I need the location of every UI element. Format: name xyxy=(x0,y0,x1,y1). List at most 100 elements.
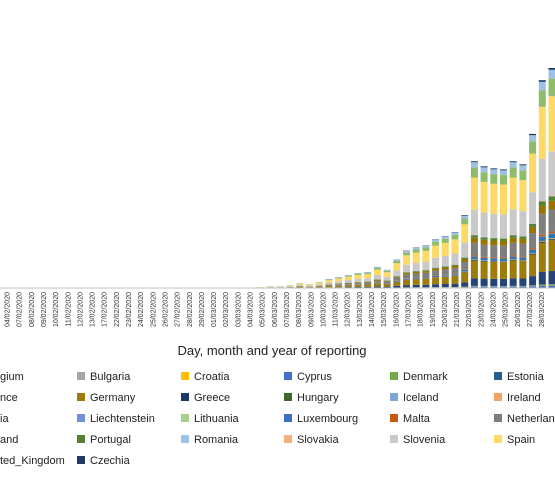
x-tick-label: 25/02/2020 xyxy=(150,292,157,327)
bar-segment-greece-53 xyxy=(519,260,527,262)
bar-segment-slovenia-56 xyxy=(548,151,555,196)
bar-segment-italy-41 xyxy=(403,278,410,280)
bar-segment-sweden-47 xyxy=(461,218,469,225)
legend-item: Portugal xyxy=(77,434,131,446)
legend-swatch xyxy=(390,435,398,443)
legend-label: Lithuania xyxy=(194,413,240,425)
bar-segment-slovenia-50 xyxy=(490,213,498,238)
bar-segment-spain-36 xyxy=(354,274,362,279)
bar-segment-belgium-48 xyxy=(470,286,478,288)
legend-label: and xyxy=(0,434,18,446)
bar-segment-norway-50 xyxy=(490,240,498,246)
bar-segment-portugal-40 xyxy=(393,276,401,277)
legend-label: Romania xyxy=(194,434,239,446)
bar-segment-netherlands-38 xyxy=(373,280,381,283)
legend-item: Cyprus xyxy=(284,371,332,383)
bar-segment-spain-43 xyxy=(422,250,430,262)
bar-segment-united_kingdom-55 xyxy=(538,81,546,91)
bar-segment-spain-42 xyxy=(412,252,420,263)
bar-segment-portugal-46 xyxy=(451,264,459,266)
bar-segment-italy-42 xyxy=(412,278,420,279)
bar-segment-netherlands-39 xyxy=(383,281,391,284)
legend-swatch xyxy=(181,414,189,422)
bar-segment-norway-43 xyxy=(422,271,430,273)
legend-item: Malta xyxy=(390,413,431,425)
bar-segment-france-44 xyxy=(432,284,440,288)
legend-label: Malta xyxy=(403,413,431,425)
legend-item: gium xyxy=(0,371,24,383)
bar-segment-portugal-42 xyxy=(412,271,420,272)
legend-item: Germany xyxy=(77,392,136,404)
bar-segment-italy-54 xyxy=(529,250,537,254)
x-tick-label: 24/03/2020 xyxy=(491,292,498,327)
bar-segment-norway-42 xyxy=(412,271,420,274)
bar-segment-malta-48 xyxy=(470,255,478,257)
bar-segment-sweden-52 xyxy=(509,167,517,178)
legend-item: Estonia xyxy=(494,371,545,383)
legend-label: Slovakia xyxy=(297,434,339,446)
bar-segment-ireland-55 xyxy=(538,240,546,242)
bar-segment-portugal-43 xyxy=(422,270,430,272)
bar-segment-united_kingdom-49 xyxy=(480,167,488,173)
bar-segment-france-35 xyxy=(344,287,352,288)
bar-segment-france-50 xyxy=(490,278,498,286)
bar-segment-germany-56 xyxy=(548,240,555,272)
bar-segment-netherlands-34 xyxy=(335,284,343,286)
bar-segment-sweden-46 xyxy=(451,234,459,240)
legend-label: Croatia xyxy=(194,371,230,383)
legend: gium Bulgaria Croatia Cyprus Denmark Estonia n… xyxy=(0,371,555,467)
bar-segment-czechia-56 xyxy=(548,68,555,70)
x-tick-label: 21/03/2020 xyxy=(454,292,461,327)
x-tick-label: 15/03/2020 xyxy=(381,292,388,327)
bar-segment-slovenia-37 xyxy=(364,278,372,282)
x-tick-label: 22/03/2020 xyxy=(466,292,473,327)
x-tick-label: 09/03/2020 xyxy=(308,292,315,327)
bar-segment-france-48 xyxy=(470,278,478,286)
legend-item: Croatia xyxy=(181,371,230,383)
x-tick-label: 11/03/2020 xyxy=(333,292,340,327)
bar-segment-france-54 xyxy=(529,276,537,286)
legend-item: ted_Kingdom xyxy=(0,455,65,467)
bar-segment-netherlands-50 xyxy=(490,245,498,258)
bar-segment-norway-40 xyxy=(393,276,401,278)
bar-segment-italy-43 xyxy=(422,277,430,279)
legend-item: Liechtenstein xyxy=(77,413,155,425)
bar-segment-norway-52 xyxy=(509,237,517,243)
bar-segment-germany-39 xyxy=(383,284,391,287)
legend-item: Luxembourg xyxy=(284,413,358,425)
bar-segment-malta-53 xyxy=(519,256,527,258)
bar-segment-germany-54 xyxy=(529,254,537,277)
bar-segment-france-46 xyxy=(451,283,459,288)
bar-segment-germany-47 xyxy=(461,272,469,283)
legend-swatch xyxy=(390,393,398,401)
legend-label: Germany xyxy=(90,392,136,404)
bar-segment-spain-52 xyxy=(509,177,517,210)
bar-segment-portugal-53 xyxy=(519,236,527,239)
bar-segment-czechia-48 xyxy=(470,161,478,163)
bar-segment-spain-51 xyxy=(500,184,507,215)
bar-segment-united_kingdom-47 xyxy=(461,215,469,219)
legend-item: Hungary xyxy=(284,392,339,404)
bar-segment-slovenia-54 xyxy=(529,192,537,224)
bar-segment-united_kingdom-36 xyxy=(354,273,362,274)
bar-segment-spain-38 xyxy=(373,269,381,275)
bar-segment-germany-42 xyxy=(412,279,420,285)
bar-segment-germany-43 xyxy=(422,278,430,285)
bar-segment-slovenia-41 xyxy=(403,264,410,273)
bar-segment-italy-51 xyxy=(500,258,507,262)
legend-label: Hungary xyxy=(297,392,339,404)
bar-segment-slovenia-38 xyxy=(373,274,381,280)
bar-segment-portugal-45 xyxy=(441,266,449,268)
bar-segment-denmark-55 xyxy=(538,284,546,286)
bar-segment-portugal-54 xyxy=(529,223,537,227)
bar-segment-netherlands-32 xyxy=(315,285,323,287)
legend-swatch xyxy=(181,393,189,401)
bar-segment-denmark-56 xyxy=(548,284,555,285)
bar-segment-slovenia-55 xyxy=(538,158,546,201)
bar-segment-spain-48 xyxy=(470,177,478,210)
legend-item: Ireland xyxy=(494,392,541,404)
bar-segment-spain-46 xyxy=(451,239,459,254)
x-tick-label: 09/02/2020 xyxy=(41,292,48,327)
x-tick-label: 17/02/2020 xyxy=(102,292,109,327)
